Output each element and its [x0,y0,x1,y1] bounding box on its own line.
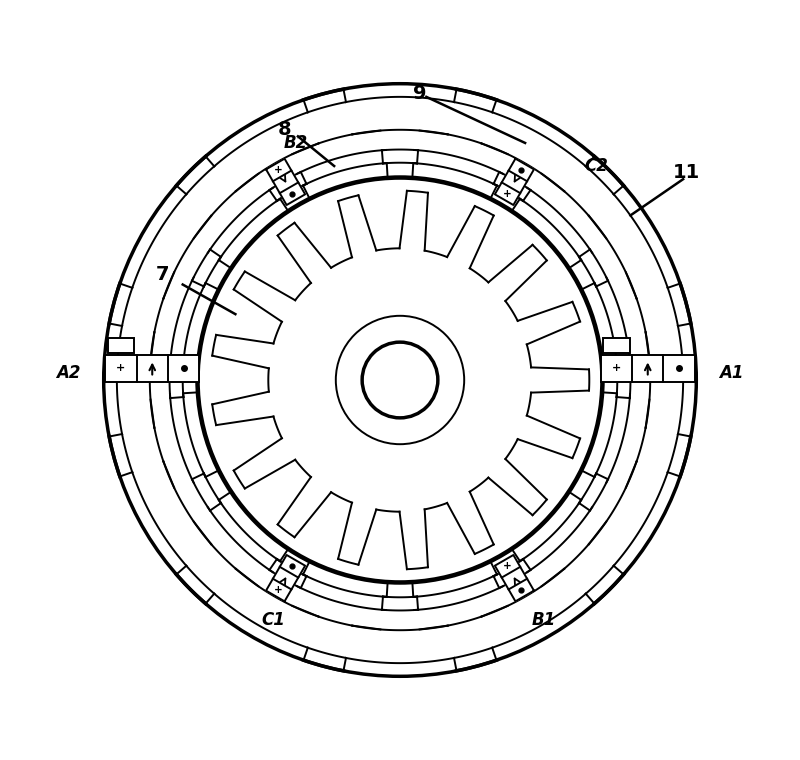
Text: 7: 7 [156,265,170,284]
Text: 11: 11 [673,163,700,182]
Text: 9: 9 [413,84,426,103]
Text: C1: C1 [261,611,285,629]
Bar [601,355,694,382]
Text: 8: 8 [278,120,291,139]
Polygon shape [495,159,534,205]
Text: C2: C2 [584,157,608,175]
Text: +: + [274,585,283,595]
Bar [108,338,134,353]
Text: B1: B1 [532,611,556,629]
Polygon shape [266,159,305,205]
Circle shape [362,342,438,418]
Text: +: + [274,165,283,175]
Text: B2: B2 [283,134,308,152]
Polygon shape [266,555,305,601]
Polygon shape [495,555,534,601]
Text: A1: A1 [719,364,744,382]
Text: A2: A2 [56,364,81,382]
Bar [603,338,630,353]
Text: +: + [503,188,512,198]
Text: +: + [116,363,126,373]
Bar [106,355,199,382]
Text: +: + [612,363,621,373]
Text: +: + [503,562,512,572]
